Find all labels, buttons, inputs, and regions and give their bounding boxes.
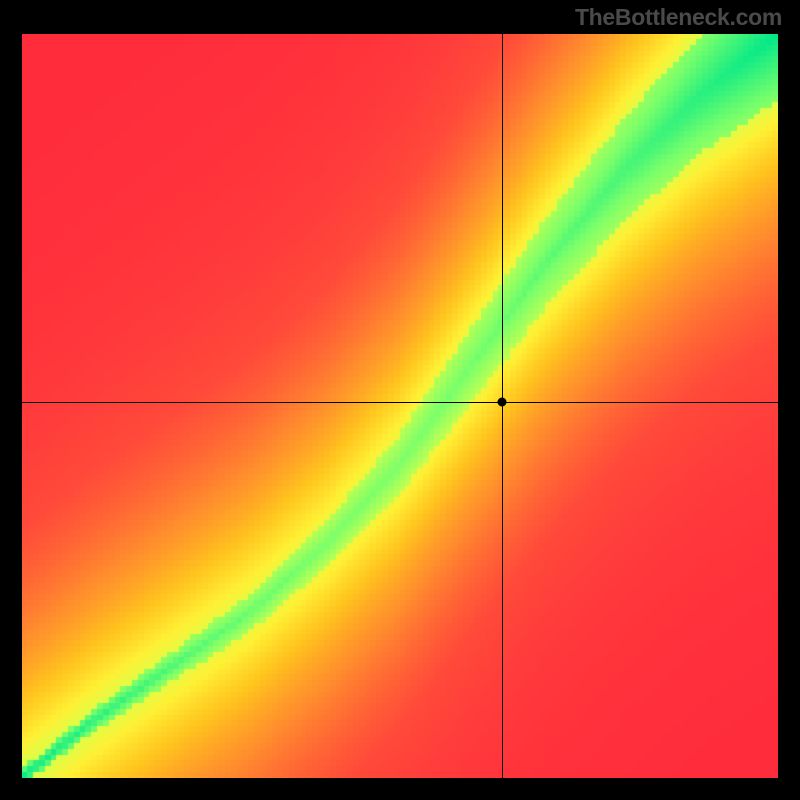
watermark-text: TheBottleneck.com [575, 4, 782, 31]
heatmap-canvas [22, 34, 778, 778]
selection-marker [498, 398, 507, 407]
bottleneck-heatmap [22, 34, 778, 778]
crosshair-horizontal [22, 402, 778, 403]
